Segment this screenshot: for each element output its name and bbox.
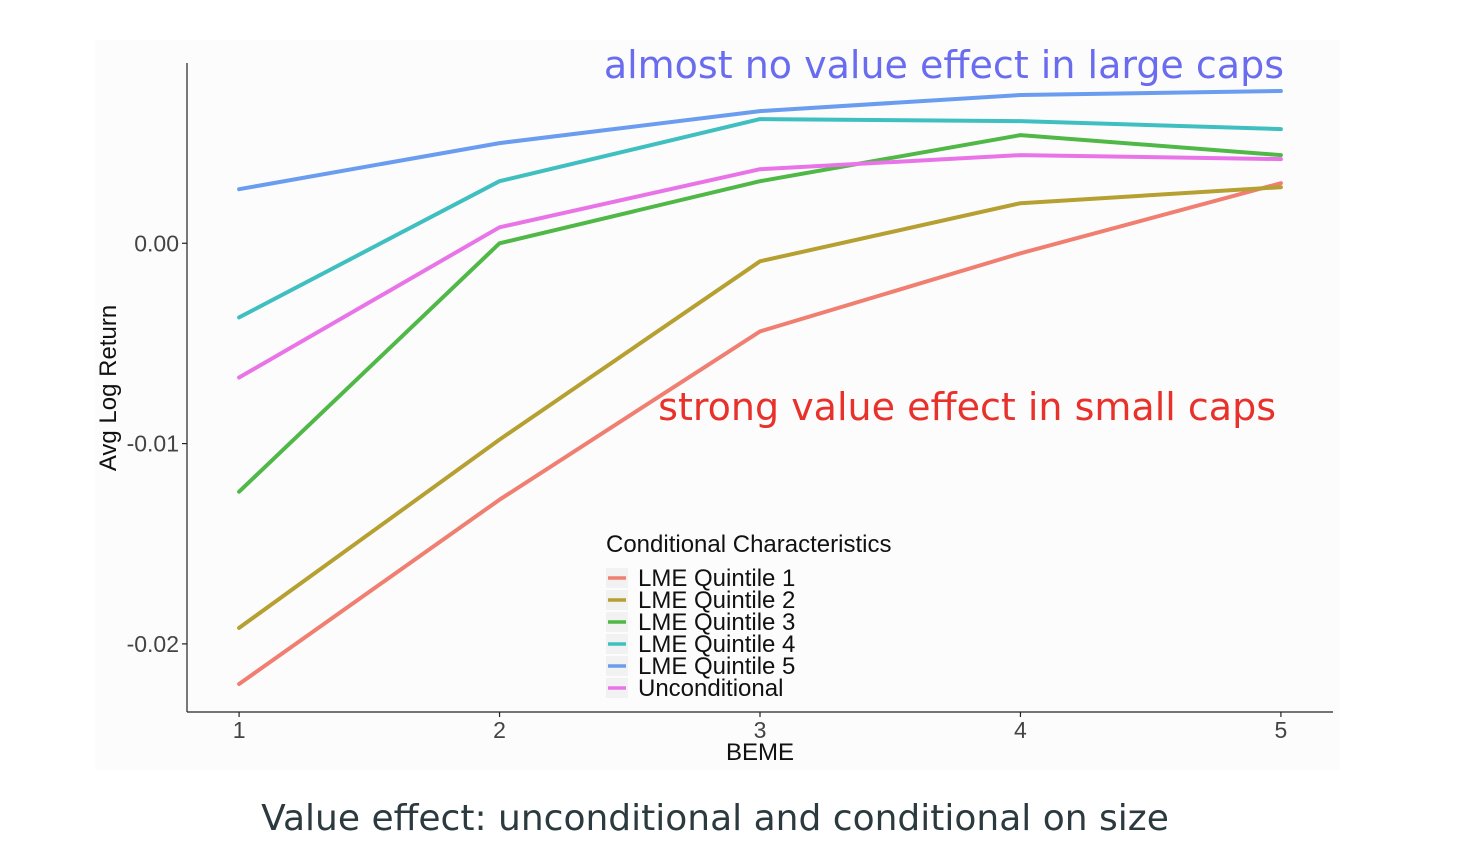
y-tick-label: -0.01 (127, 431, 179, 457)
legend-label-lme-quintile-5: LME Quintile 5 (638, 653, 795, 680)
legend-label-lme-quintile-2: LME Quintile 2 (638, 587, 795, 614)
series-line-lme-quintile-1 (237, 181, 1283, 686)
figure-caption: Value effect: unconditional and conditio… (261, 798, 1169, 839)
annotation-small-caps: strong value effect in small caps (658, 385, 1276, 429)
series-lines (237, 89, 1283, 686)
x-tick-label: 5 (1275, 717, 1288, 743)
series-line-lme-quintile-5 (237, 89, 1283, 192)
series-line-lme-quintile-2 (237, 185, 1283, 630)
legend-label-lme-quintile-3: LME Quintile 3 (638, 609, 795, 636)
y-axis-title: Avg Log Return (95, 305, 122, 471)
legend-title: Conditional Characteristics (606, 531, 891, 558)
legend-label-lme-quintile-4: LME Quintile 4 (638, 631, 795, 658)
y-axis-ticks: 0.00 -0.01 -0.02 (127, 230, 187, 657)
x-tick-label: 1 (233, 717, 246, 743)
x-tick-label: 2 (493, 717, 506, 743)
plot-panel (95, 40, 1340, 770)
x-axis-title: BEME (726, 739, 794, 766)
y-tick-label: -0.02 (127, 631, 179, 657)
x-tick-label: 3 (754, 717, 767, 743)
series-line-lme-quintile-4 (237, 117, 1283, 320)
annotation-large-caps: almost no value effect in large caps (604, 43, 1284, 87)
series-line-lme-quintile-3 (237, 133, 1283, 494)
series-line-unconditional (237, 153, 1283, 380)
legend-label-lme-quintile-1: LME Quintile 1 (638, 565, 795, 592)
x-tick-label: 4 (1014, 717, 1027, 743)
y-tick-label: 0.00 (134, 230, 179, 256)
legend-label-unconditional: Unconditional (638, 675, 783, 702)
legend: Conditional Characteristics LME Quintile… (606, 531, 891, 702)
x-axis-ticks: 1 2 3 4 5 (233, 712, 1288, 743)
